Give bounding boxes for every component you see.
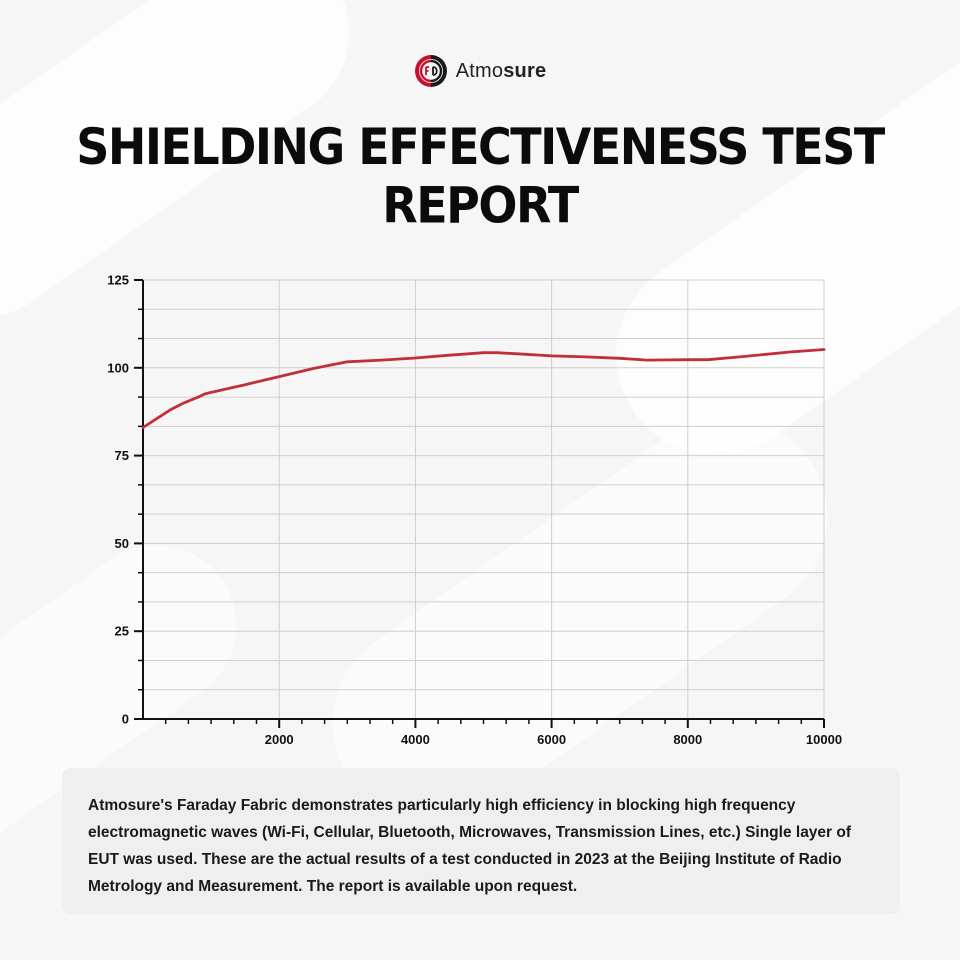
x-tick-label: 10000 xyxy=(806,732,842,747)
caption-box: Atmosure's Faraday Fabric demonstrates p… xyxy=(62,768,900,914)
shielding-effectiveness-chart: 0 25 50 75 100 125 2000 4000 6000 8000 10000 xyxy=(107,273,842,748)
y-tick-label: 0 xyxy=(122,712,129,727)
y-tick-label: 100 xyxy=(107,360,129,375)
y-tick-label: 50 xyxy=(115,536,129,551)
atmosure-logo-icon xyxy=(414,55,447,87)
brand-header: Atmosure xyxy=(0,54,960,88)
x-tick-label: 6000 xyxy=(537,732,566,747)
y-tick-label: 25 xyxy=(115,624,129,639)
x-tick-label: 8000 xyxy=(673,732,702,747)
y-tick-label: 125 xyxy=(107,273,129,288)
brand-name: Atmosure xyxy=(455,59,547,82)
y-tick-label: 75 xyxy=(115,448,129,463)
x-tick-label: 4000 xyxy=(401,732,430,747)
caption-text: Atmosure's Faraday Fabric demonstrates p… xyxy=(88,797,852,895)
x-tick-label: 2000 xyxy=(265,732,294,747)
series-line xyxy=(141,348,826,429)
page-title: SHIELDING EFFECTIVENESS TEST REPORT xyxy=(76,117,885,235)
